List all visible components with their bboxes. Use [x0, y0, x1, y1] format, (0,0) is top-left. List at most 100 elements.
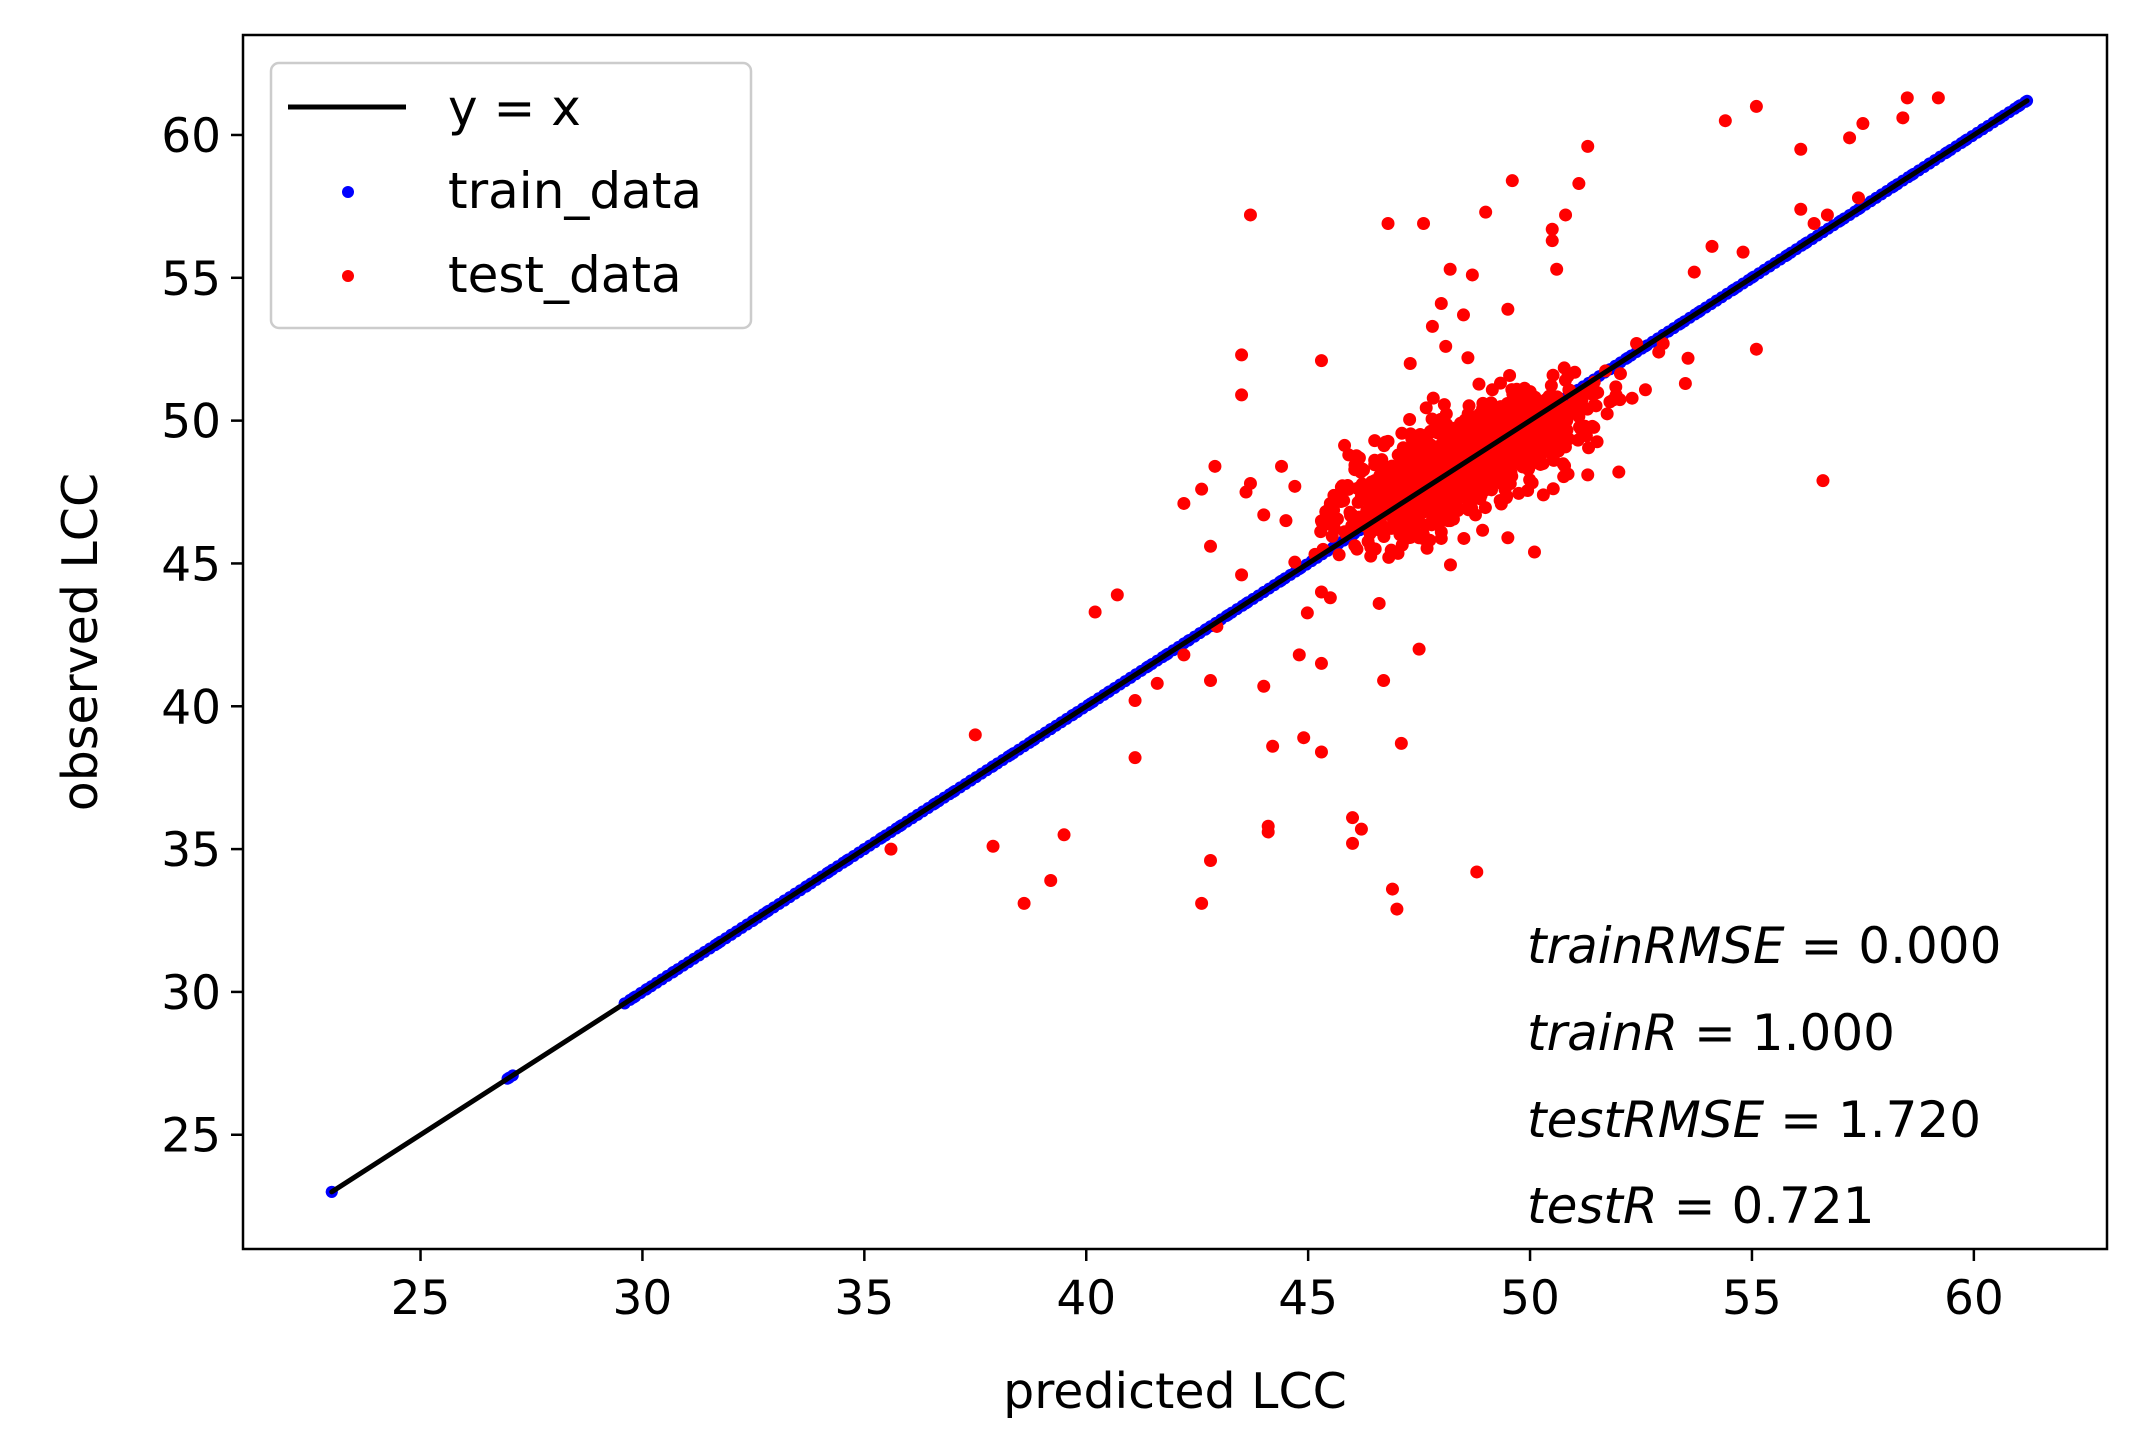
annotation-test-rmse: testRMSE = 1.720 [1527, 1091, 1981, 1149]
test-point [1505, 174, 1519, 188]
test-point [968, 728, 982, 742]
y-tick-label: 50 [161, 395, 221, 450]
test-point [1479, 205, 1493, 219]
test-point [1382, 488, 1396, 502]
test-point [1297, 731, 1311, 745]
test-point [1017, 896, 1031, 910]
test-point [1443, 558, 1457, 572]
test-point [1503, 477, 1517, 491]
test-point [1327, 516, 1341, 530]
test-point [1678, 376, 1692, 390]
x-tick-label: 50 [1500, 1271, 1560, 1326]
test-point [1575, 421, 1589, 435]
test-point [1436, 414, 1450, 428]
test-point [1128, 694, 1142, 708]
test-point [1419, 401, 1433, 415]
test-point [1705, 239, 1719, 253]
test-point [1457, 531, 1471, 545]
test-point [1395, 426, 1409, 440]
test-point [1364, 549, 1378, 563]
test-point [1417, 450, 1431, 464]
x-tick-label: 30 [613, 1271, 673, 1326]
test-point [1581, 468, 1595, 482]
x-tick-label: 40 [1056, 1271, 1116, 1326]
test-point [1403, 412, 1417, 426]
test-point [1499, 491, 1513, 505]
test-point [1195, 482, 1209, 496]
test-point [1483, 476, 1497, 490]
test-point [1522, 425, 1536, 439]
test-point [1406, 503, 1420, 517]
test-point [1421, 488, 1435, 502]
test-point [1204, 674, 1218, 688]
test-point [1447, 438, 1461, 452]
test-point [1613, 367, 1627, 381]
test-point [1390, 902, 1404, 916]
test-point [1398, 527, 1412, 541]
x-tick-label: 35 [834, 1271, 894, 1326]
test-point [1545, 222, 1559, 236]
test-point [1444, 510, 1458, 524]
test-point [1856, 117, 1870, 131]
test-point [1749, 342, 1763, 356]
test-point [1469, 490, 1483, 504]
test-point [1235, 568, 1249, 582]
test-point [1527, 545, 1541, 559]
test-point [1378, 435, 1392, 449]
test-point [1625, 391, 1639, 405]
test-point [1300, 606, 1314, 620]
test-point [1373, 469, 1387, 483]
reference-line [329, 98, 2030, 1195]
test-point [1275, 459, 1289, 473]
test-point [1558, 373, 1572, 387]
test-point [1314, 514, 1328, 528]
test-point [1794, 142, 1808, 156]
y-axis-label: observed LCC [52, 473, 109, 811]
test-point [1501, 531, 1515, 545]
test-point [1243, 208, 1257, 222]
test-point [1377, 674, 1391, 688]
test-point [1546, 482, 1560, 496]
y-tick-label: 40 [161, 680, 221, 735]
test-point [1462, 399, 1476, 413]
y-tick-label: 35 [161, 823, 221, 878]
test-point [1476, 523, 1490, 537]
test-point [1630, 336, 1644, 350]
test-point [1437, 398, 1451, 412]
test-point [1342, 448, 1356, 462]
annotation-train-rmse: trainRMSE = 0.000 [1527, 917, 2001, 975]
test-point [1536, 488, 1550, 502]
test-point [1454, 416, 1468, 430]
test-point [1425, 319, 1439, 333]
test-point [1476, 396, 1490, 410]
test-point [1204, 539, 1218, 553]
test-point [1235, 348, 1249, 362]
test-point [1513, 398, 1527, 412]
test-point [1681, 351, 1695, 365]
test-point [1434, 297, 1448, 311]
test-point [1718, 114, 1732, 128]
test-point [1749, 99, 1763, 113]
test-point [1843, 131, 1857, 145]
test-point [1433, 460, 1447, 474]
annotation-test-r: testR = 0.721 [1527, 1177, 1875, 1235]
y-tick-label: 55 [161, 252, 221, 307]
test-point [1600, 407, 1614, 421]
y-tick-label: 60 [161, 109, 221, 164]
test-point [1609, 388, 1623, 402]
test-point [1472, 377, 1486, 391]
test-point [1430, 444, 1444, 458]
test-point [1464, 478, 1478, 492]
test-point [1420, 541, 1434, 555]
legend-box [269, 61, 753, 330]
test-point [1546, 368, 1560, 382]
test-point [1931, 91, 1945, 105]
y-tick-label: 30 [161, 966, 221, 1021]
test-point [1372, 596, 1386, 610]
test-point [1638, 383, 1652, 397]
test-point [1687, 265, 1701, 279]
test-point [1208, 459, 1222, 473]
test-point [1411, 515, 1425, 529]
test-point [1235, 388, 1249, 402]
